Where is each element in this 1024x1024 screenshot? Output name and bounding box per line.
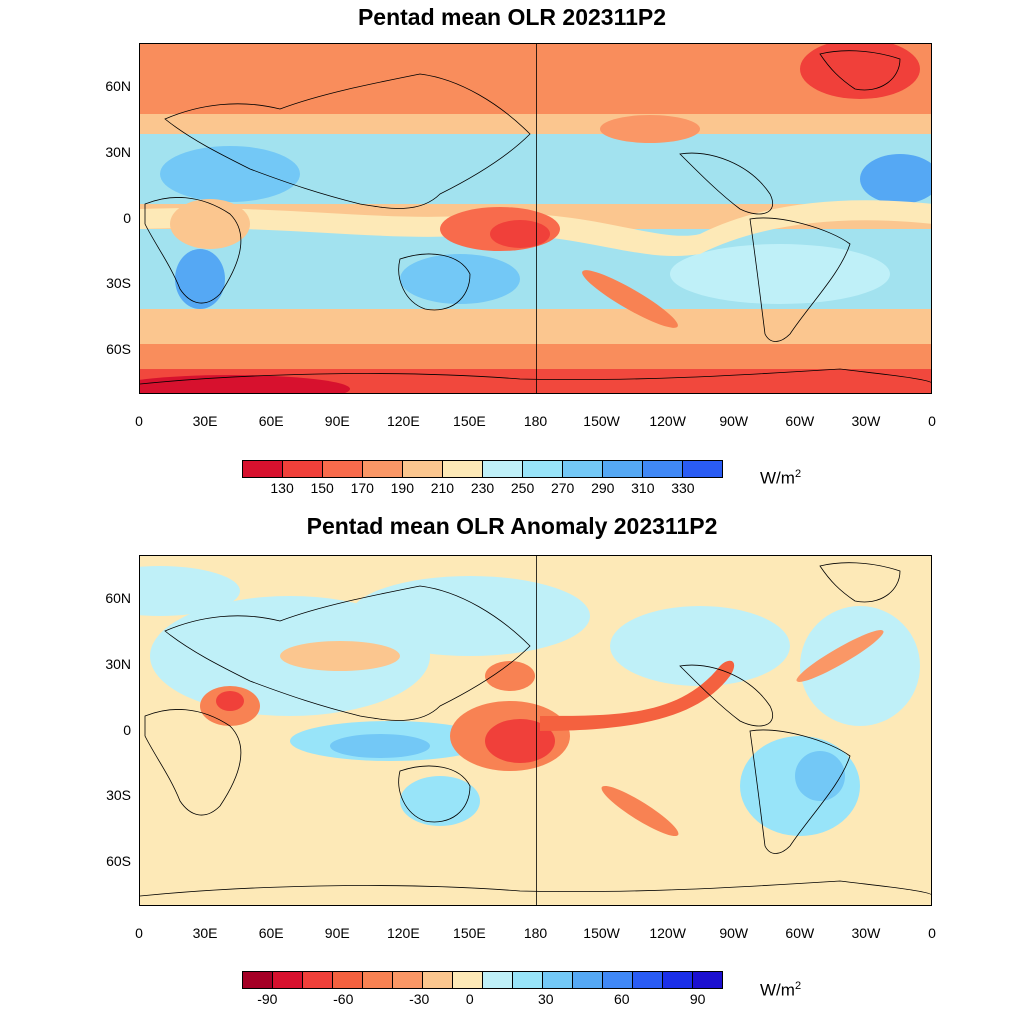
- anomaly-colorbar: [242, 971, 723, 989]
- olr-anomaly-map: [139, 555, 932, 906]
- colorbar-swatch: [453, 972, 483, 988]
- lon-tick-label: 0: [928, 413, 936, 429]
- lon-tick-label: 0: [135, 925, 143, 941]
- colorbar-swatch: [243, 461, 283, 477]
- colorbar-swatch: [403, 461, 443, 477]
- colorbar-tick-label: 190: [390, 480, 414, 496]
- colorbar-tick-label: 330: [671, 480, 695, 496]
- lon-tick-label: 30W: [851, 413, 881, 429]
- olr-mean-map: [139, 43, 932, 394]
- lon-tick-label: 120W: [649, 413, 686, 429]
- colorbar-swatch: [573, 972, 603, 988]
- lon-tick-label: 90E: [324, 925, 350, 941]
- lon-tick-label: 60E: [258, 925, 284, 941]
- lon-tick-label: 90W: [719, 925, 749, 941]
- lon-tick-label: 30E: [192, 413, 218, 429]
- colorbar-swatch: [543, 972, 573, 988]
- lon-tick-label: 60W: [785, 925, 815, 941]
- colorbar-swatch: [483, 461, 523, 477]
- colorbar-swatch: [283, 461, 323, 477]
- lon-tick-label: 120W: [649, 925, 686, 941]
- lon-tick-label: 30E: [192, 925, 218, 941]
- lat-tick-label: 0: [123, 209, 131, 226]
- colorbar-tick-label: 210: [430, 480, 455, 496]
- lon-tick-label: 60E: [258, 413, 284, 429]
- colorbar-swatch: [563, 461, 603, 477]
- colorbar-tick-label: 270: [550, 480, 575, 496]
- colorbar-swatch: [393, 972, 423, 988]
- colorbar-tick-label: 60: [613, 991, 630, 1007]
- colorbar-swatch: [363, 461, 403, 477]
- lat-tick-label: 30S: [106, 275, 131, 292]
- olr-mean-field: [140, 44, 931, 393]
- lat-tick-label: 60S: [106, 853, 131, 870]
- colorbar-swatch: [303, 972, 333, 988]
- colorbar-tick-label: -60: [333, 991, 354, 1007]
- colorbar-swatch: [663, 972, 693, 988]
- colorbar-swatch: [683, 461, 722, 477]
- colorbar-swatch: [323, 461, 363, 477]
- lon-tick-label: 150W: [583, 413, 620, 429]
- lon-tick-label: 0: [928, 925, 936, 941]
- lon-tick-label: 60W: [785, 413, 815, 429]
- olr-map-title: Pentad mean OLR 202311P2: [357, 4, 667, 30]
- colorbar-swatch: [423, 972, 453, 988]
- lon-tick-label: 90E: [324, 413, 350, 429]
- colorbar-tick-label: 290: [591, 480, 615, 496]
- colorbar-swatch: [243, 972, 273, 988]
- colorbar-swatch: [483, 972, 513, 988]
- lat-tick-label: 60N: [105, 77, 131, 94]
- colorbar-tick-label: -30: [409, 991, 430, 1007]
- anomaly-colorbar-unit: W/m2: [760, 980, 802, 1000]
- lat-tick-label: 60S: [106, 341, 131, 358]
- lon-tick-label: 150W: [583, 925, 620, 941]
- lon-tick-label: 120E: [386, 413, 420, 429]
- lon-tick-label: 90W: [719, 413, 749, 429]
- colorbar-tick-label: 130: [270, 480, 294, 496]
- colorbar-tick-label: 310: [631, 480, 655, 496]
- colorbar-tick-label: 30: [537, 991, 554, 1007]
- lon-tick-label: 120E: [386, 925, 420, 941]
- lat-tick-label: 0: [123, 721, 131, 738]
- colorbar-tick-label: 230: [470, 480, 495, 496]
- colorbar-tick-label: 170: [350, 480, 374, 496]
- lat-tick-label: 60N: [105, 589, 131, 606]
- colorbar-swatch: [693, 972, 722, 988]
- lon-tick-label: 150E: [453, 413, 486, 429]
- colorbar-swatch: [603, 972, 633, 988]
- lon-tick-label: 30W: [851, 925, 881, 941]
- colorbar-tick-label: 150: [310, 480, 334, 496]
- colorbar-swatch: [273, 972, 303, 988]
- lon-tick-label: 180: [523, 413, 548, 429]
- colorbar-swatch: [633, 972, 663, 988]
- colorbar-swatch: [443, 461, 483, 477]
- lat-tick-label: 30S: [106, 787, 131, 804]
- lat-tick-label: 30N: [105, 655, 131, 672]
- lon-tick-label: 180: [523, 925, 548, 941]
- colorbar-swatch: [513, 972, 543, 988]
- lon-tick-label: 150E: [453, 925, 486, 941]
- colorbar-tick-label: 90: [689, 991, 706, 1007]
- colorbar-swatch: [643, 461, 683, 477]
- lat-tick-label: 30N: [105, 143, 131, 160]
- olr-anomaly-field: [140, 556, 931, 905]
- colorbar-swatch: [603, 461, 643, 477]
- olr-colorbar: [242, 460, 723, 478]
- colorbar-swatch: [363, 972, 393, 988]
- colorbar-swatch: [333, 972, 363, 988]
- colorbar-tick-label: 250: [510, 480, 535, 496]
- colorbar-tick-label: -90: [257, 991, 278, 1007]
- colorbar-swatch: [523, 461, 563, 477]
- colorbar-tick-label: 0: [465, 991, 474, 1007]
- lon-tick-label: 0: [135, 413, 143, 429]
- olr-anomaly-map-title: Pentad mean OLR Anomaly 202311P2: [306, 513, 718, 539]
- olr-colorbar-unit: W/m2: [760, 468, 802, 488]
